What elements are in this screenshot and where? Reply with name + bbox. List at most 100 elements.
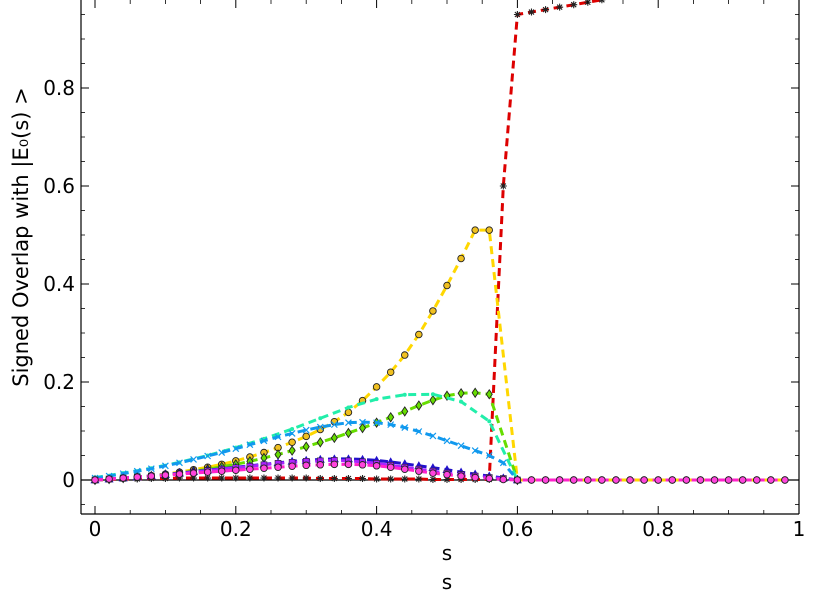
series-1-point (330, 475, 338, 483)
series-2-point (429, 307, 437, 315)
series-5-point (415, 428, 423, 435)
series-3-point (302, 441, 310, 452)
series-8-point (161, 471, 170, 479)
series-5-point (316, 423, 324, 431)
series-3-point (288, 445, 296, 456)
series-8-point (626, 476, 634, 484)
series-3-point (330, 432, 338, 444)
series-8-point (499, 475, 508, 484)
series-8-point (147, 472, 156, 480)
series-8-point (344, 460, 353, 469)
series-8 (91, 460, 789, 484)
series-5-point (443, 437, 451, 445)
series-5-point (190, 455, 197, 463)
y-tick-label: 0.4 (43, 272, 75, 296)
x-tick-label: 0.8 (642, 517, 674, 541)
series-1-point (316, 475, 324, 483)
series-2-point (415, 330, 423, 339)
series-1-point (542, 6, 550, 14)
series-8-point (696, 476, 705, 484)
series-2-point (386, 368, 395, 376)
series-1-point (415, 475, 423, 483)
series-8-point (302, 461, 310, 470)
series-8-point (429, 469, 437, 477)
series-8-point (133, 473, 141, 481)
series-5-point (401, 424, 409, 431)
series-2-point (443, 281, 451, 290)
series-8-point (710, 476, 719, 484)
series-2-point (288, 438, 296, 447)
series-5-point (232, 445, 240, 453)
series-8-point (217, 467, 226, 475)
series-8-point (246, 465, 254, 473)
x-tick-label: 0 (89, 517, 102, 541)
series-8-point (682, 476, 691, 484)
series-3-point (401, 406, 409, 417)
series-1-point (288, 474, 296, 482)
series-8-point (541, 476, 550, 484)
y-tick-label: 0.2 (43, 370, 75, 394)
series-4-point (430, 392, 435, 397)
series-4-point (290, 427, 295, 432)
series-4-point (374, 397, 379, 402)
series-2-point (344, 408, 353, 417)
series-8-point (372, 462, 381, 470)
series-8-point (401, 465, 409, 473)
axes: 0 0.2 0.4 0.6 0.8 1 0 0.2 0.4 0.6 0.8 (43, 0, 805, 541)
series-1-point (204, 474, 212, 482)
series-8-point (781, 476, 789, 484)
series-1-point (429, 476, 437, 484)
series-1-point (387, 475, 395, 483)
series-8-point (598, 476, 606, 484)
series-5-point (485, 452, 493, 459)
plot-area (81, 0, 799, 486)
series-3-point (457, 387, 465, 399)
series-8-point (443, 470, 451, 479)
series-8-point (753, 476, 761, 484)
series-1-point (401, 475, 409, 483)
series-1-point (246, 474, 254, 482)
series-2-point (372, 383, 381, 391)
y-tick-label: 0.8 (43, 76, 75, 100)
x-tick-label: 1 (793, 517, 806, 541)
series-5-point (471, 447, 479, 455)
series-1-point (232, 474, 240, 482)
series-1-point (359, 475, 367, 483)
series-8-point (555, 476, 564, 484)
series-1-point (556, 3, 564, 11)
series-8-point (274, 463, 282, 472)
series-5-point (274, 433, 282, 441)
x-axis-title: s (442, 541, 452, 565)
series-8-point (724, 476, 733, 484)
series-5-point (260, 437, 268, 445)
series-5-point (161, 462, 169, 470)
series-5-point (387, 421, 395, 429)
series-5-point (204, 452, 212, 460)
series-3-point (387, 411, 395, 423)
x-axis-title-secondary: s (442, 570, 452, 594)
series-1-point (527, 8, 535, 16)
series-8-point (119, 474, 127, 482)
series-2-point (471, 226, 479, 234)
series-8-point (654, 476, 662, 484)
series-1-point (499, 182, 507, 190)
series-8-point (471, 473, 479, 482)
series-3-point (358, 422, 367, 434)
series-8-line (94, 462, 785, 482)
series-1-point (344, 475, 352, 483)
series-8-point (640, 476, 648, 484)
series-5-point (345, 419, 352, 427)
y-tick-label: 0.6 (43, 174, 75, 198)
series-8-point (105, 475, 113, 483)
series-8-point (232, 466, 240, 474)
series-1-point (373, 475, 381, 483)
series-5-point (133, 467, 141, 475)
series-5-point (330, 421, 338, 429)
series-5-point (176, 459, 183, 467)
series-8-point (175, 470, 184, 478)
series-1-point (274, 474, 282, 482)
series-8-point (189, 469, 198, 477)
series-8-point (513, 476, 522, 484)
series-8-point (358, 461, 367, 469)
